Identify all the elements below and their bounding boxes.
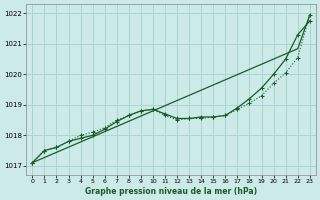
X-axis label: Graphe pression niveau de la mer (hPa): Graphe pression niveau de la mer (hPa): [85, 187, 257, 196]
